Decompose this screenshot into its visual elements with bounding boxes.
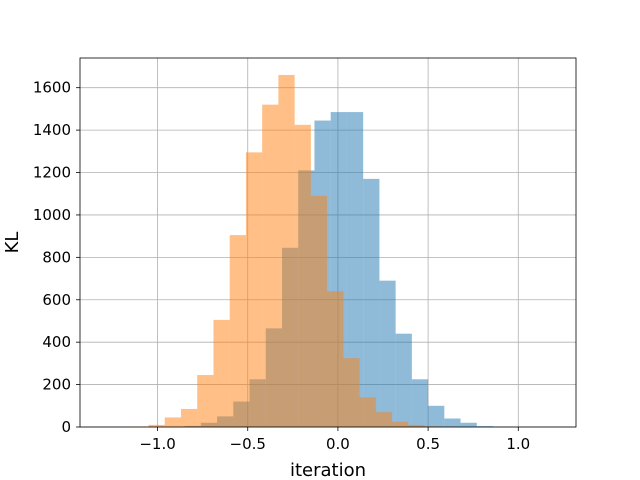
x-tick-label: 0.5 — [416, 435, 440, 453]
histogram-bar — [363, 178, 380, 427]
histogram-bar — [428, 405, 445, 427]
histogram-bar — [395, 333, 412, 427]
histogram-bar — [359, 397, 376, 427]
histogram-bar — [460, 422, 477, 427]
histogram-bar — [327, 291, 344, 427]
histogram-bar — [444, 418, 461, 427]
y-tick-label: 1000 — [33, 206, 71, 224]
y-tick-label: 1600 — [33, 79, 71, 97]
histogram-bar — [181, 408, 198, 427]
histogram-bar — [213, 319, 230, 427]
histogram-bar — [229, 235, 246, 427]
y-tick-label: 600 — [42, 291, 71, 309]
plot-frame — [79, 57, 577, 428]
y-tick-label: 1400 — [33, 121, 71, 139]
histogram-bars — [99, 74, 558, 428]
histogram-bar — [294, 124, 311, 427]
histogram-bar — [197, 375, 214, 427]
axis-ticks: −1.0 −0.5 0.0 0.5 1.0 0 200 400 600 800 1000 1200 14… — [33, 79, 530, 453]
histogram-bar — [346, 112, 364, 428]
histogram-bar — [164, 417, 182, 427]
x-tick-label: −1.0 — [139, 435, 175, 453]
histogram-bar — [392, 421, 409, 427]
x-axis-label: iteration — [290, 460, 366, 480]
histogram-bar — [476, 426, 494, 427]
y-axis-label: KL — [2, 232, 23, 254]
y-tick-label: 0 — [61, 418, 71, 436]
histogram-bar — [148, 424, 165, 427]
y-tick-label: 400 — [42, 333, 71, 351]
histogram-bar — [375, 412, 393, 427]
histogram-bar — [245, 152, 263, 427]
y-tick-label: 1200 — [33, 164, 71, 182]
histogram-bar — [262, 104, 279, 427]
histogram-bar — [310, 195, 328, 427]
x-tick-label: 0.0 — [326, 435, 350, 453]
x-tick-label: −0.5 — [230, 435, 266, 453]
x-tick-label: 1.0 — [506, 435, 530, 453]
histogram-bar — [343, 358, 360, 427]
y-tick-label: 200 — [42, 376, 71, 394]
histogram-bar — [379, 280, 396, 427]
histogram-bar — [411, 379, 429, 427]
histogram-bar — [278, 74, 295, 427]
histogram-series-2 — [99, 74, 457, 427]
y-tick-label: 800 — [42, 248, 71, 266]
histogram-bar — [408, 424, 425, 427]
